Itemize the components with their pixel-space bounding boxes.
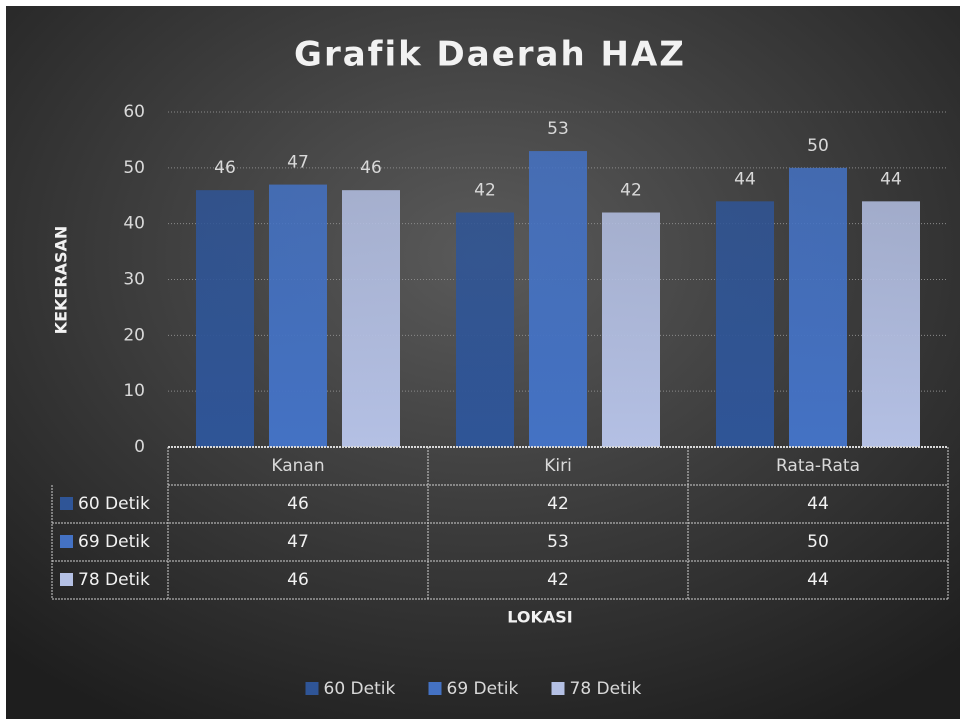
table-cell: 46 xyxy=(287,494,309,514)
y-tick-label: 0 xyxy=(134,437,145,457)
table-legend-key xyxy=(60,535,73,548)
data-label: 42 xyxy=(620,181,642,201)
y-tick-label: 40 xyxy=(123,214,145,234)
data-label: 50 xyxy=(807,136,829,156)
y-tick-label: 30 xyxy=(123,270,145,290)
legend-key xyxy=(305,682,319,695)
table-row-label: 60 Detik xyxy=(78,494,150,514)
table-row-label: 69 Detik xyxy=(78,532,150,552)
chart-title: Grafik Daerah HAZ xyxy=(294,35,686,75)
data-label: 53 xyxy=(547,119,569,139)
table-row-label: 78 Detik xyxy=(78,570,150,590)
y-tick-label: 20 xyxy=(123,325,145,345)
table-legend-key xyxy=(60,573,73,586)
bar xyxy=(862,201,920,447)
table-cell: 46 xyxy=(287,570,309,590)
y-tick-label: 50 xyxy=(123,158,145,178)
data-label: 42 xyxy=(474,181,496,201)
y-tick-label: 60 xyxy=(123,102,145,122)
legend-key xyxy=(551,682,565,695)
legend-label: 69 Detik xyxy=(447,679,519,699)
bar xyxy=(269,184,327,448)
legend-label: 78 Detik xyxy=(570,679,642,699)
table-cell: 53 xyxy=(547,532,569,552)
bar xyxy=(789,167,847,448)
data-label: 46 xyxy=(360,158,382,178)
table-cell: 44 xyxy=(807,570,829,590)
x-axis-title: LOKASI xyxy=(507,608,572,627)
bar xyxy=(196,190,254,447)
data-label: 44 xyxy=(734,169,756,189)
table-cell: 47 xyxy=(287,532,309,552)
x-tick-label: Rata-Rata xyxy=(776,456,860,476)
bar xyxy=(456,212,514,447)
data-label: 44 xyxy=(880,169,902,189)
table-cell: 44 xyxy=(807,494,829,514)
x-tick-label: Kiri xyxy=(544,456,572,476)
table-cell: 42 xyxy=(547,494,569,514)
legend-key xyxy=(428,682,442,695)
table-legend-key xyxy=(60,497,73,510)
y-axis-title: KEKERASAN xyxy=(52,226,71,335)
y-tick-label: 10 xyxy=(123,381,145,401)
bar xyxy=(602,212,660,447)
bar xyxy=(529,151,587,448)
data-label: 46 xyxy=(214,158,236,178)
data-label: 47 xyxy=(287,153,309,173)
bar xyxy=(716,201,774,447)
table-cell: 42 xyxy=(547,570,569,590)
x-tick-label: Kanan xyxy=(271,456,324,476)
bar xyxy=(342,190,400,447)
legend-label: 60 Detik xyxy=(324,679,396,699)
table-cell: 50 xyxy=(807,532,829,552)
